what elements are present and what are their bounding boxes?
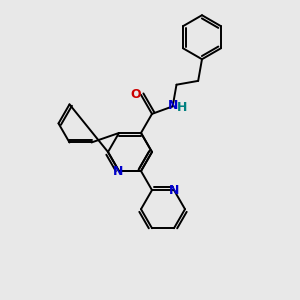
Text: H: H — [176, 101, 187, 114]
Text: N: N — [113, 165, 123, 178]
Text: N: N — [167, 99, 178, 112]
Text: N: N — [169, 184, 179, 196]
Text: O: O — [131, 88, 141, 101]
